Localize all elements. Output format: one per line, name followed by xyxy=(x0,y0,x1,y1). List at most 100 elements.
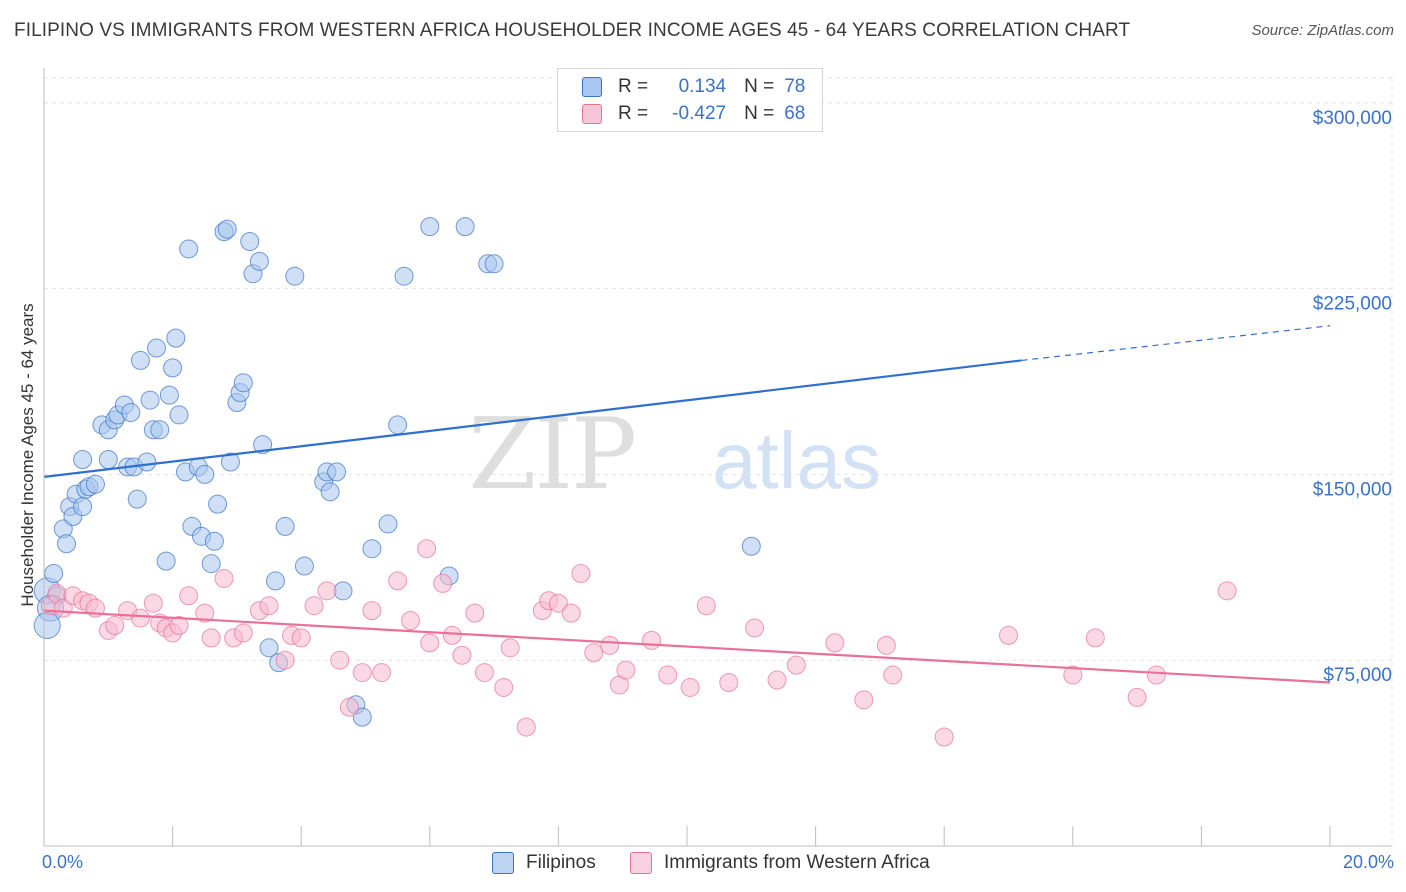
immigrant-point xyxy=(1127,687,1147,707)
immigrant-point xyxy=(786,655,806,675)
immigrant-point xyxy=(275,650,295,670)
immigrant-point xyxy=(291,628,311,648)
legend-r-label: R = xyxy=(618,76,649,97)
filipino-point xyxy=(233,373,253,393)
filipino-point xyxy=(163,358,183,378)
filipino-point xyxy=(259,638,279,658)
series-legend: Filipinos Immigrants from Western Africa xyxy=(0,852,1406,878)
filipino-point xyxy=(249,251,269,271)
y-tick-label: $150,000 xyxy=(1313,479,1392,500)
immigrant-point xyxy=(417,539,437,559)
immigrant-point xyxy=(1146,665,1166,685)
watermark-atlas: atlas xyxy=(712,416,881,505)
filipino-point xyxy=(140,390,160,410)
immigrant-point xyxy=(179,586,199,606)
x-tick-label-max: 20.0% xyxy=(1342,852,1394,872)
immigrant-trend-line xyxy=(43,609,1331,684)
filipino-point xyxy=(394,266,414,286)
filipino-point xyxy=(195,464,215,484)
immigrant-point xyxy=(548,593,568,613)
trend-layer xyxy=(43,325,1331,684)
immigrant-point xyxy=(143,593,163,613)
immigrant-point xyxy=(388,571,408,591)
legend-n-label: N = xyxy=(744,103,775,124)
y-tick-label: $225,000 xyxy=(1313,294,1392,315)
legend-row-filipinos: R = 0.134 N = 78 xyxy=(582,75,805,99)
immigrant-point xyxy=(642,630,662,650)
filipino-point xyxy=(137,452,157,472)
filipino-point xyxy=(420,217,440,237)
legend-label-filipinos: Filipinos xyxy=(526,852,596,873)
immigrant-point xyxy=(500,638,520,658)
immigrant-point xyxy=(1217,581,1237,601)
filipino-trend-line xyxy=(43,359,1022,478)
immigrant-point xyxy=(330,650,350,670)
legend-n-value: 78 xyxy=(784,76,806,97)
immigrant-point xyxy=(401,611,421,631)
filipino-point xyxy=(208,494,228,514)
legend-item-filipinos: Filipinos xyxy=(492,852,596,874)
immigrant-point xyxy=(105,616,125,636)
immigrant-point xyxy=(474,663,494,683)
immigrant-point xyxy=(696,596,716,616)
legend-item-immigrants: Immigrants from Western Africa xyxy=(630,852,930,874)
filipino-point xyxy=(166,328,186,348)
filipino-point xyxy=(320,482,340,502)
immigrant-point xyxy=(195,603,215,623)
x-tick-label-min: 0.0% xyxy=(42,852,84,872)
immigrant-point xyxy=(339,697,359,717)
filipino-point xyxy=(327,462,347,482)
filipino-point xyxy=(362,539,382,559)
filipino-point xyxy=(352,707,372,727)
filipino-point xyxy=(150,420,170,440)
filipino-point xyxy=(33,612,61,640)
immigrant-point xyxy=(1085,628,1105,648)
filipino-point xyxy=(220,452,240,472)
immigrant-point xyxy=(214,568,234,588)
filipino-point xyxy=(741,536,761,556)
filipino-point xyxy=(169,405,189,425)
immigrant-point xyxy=(201,628,221,648)
grid-layer xyxy=(44,77,1393,846)
immigrant-point xyxy=(680,677,700,697)
legend-n-label: N = xyxy=(744,76,775,97)
y-tick-label: $300,000 xyxy=(1313,108,1392,129)
legend-n-value: 68 xyxy=(784,103,806,124)
immigrant-point xyxy=(259,596,279,616)
filipino-point xyxy=(156,551,176,571)
immigrant-point xyxy=(233,623,253,643)
immigrant-point xyxy=(516,717,536,737)
legend-swatch-blue xyxy=(492,852,514,874)
legend-swatch-blue xyxy=(582,77,602,97)
source-label: Source: ZipAtlas.com xyxy=(1251,22,1394,39)
legend-r-value: 0.134 xyxy=(678,76,727,97)
filipino-point xyxy=(275,516,295,536)
watermark: ZIP atlas xyxy=(468,398,881,512)
immigrant-point xyxy=(719,672,739,692)
immigrant-point xyxy=(825,633,845,653)
legend-label-immigrants: Immigrants from Western Africa xyxy=(664,852,930,873)
immigrant-point xyxy=(561,603,581,623)
immigrant-point xyxy=(854,690,874,710)
filipino-point xyxy=(265,571,285,591)
legend-r-value: -0.427 xyxy=(672,103,727,124)
immigrant-point xyxy=(130,608,150,628)
filipino-point xyxy=(73,497,93,517)
immigrant-point xyxy=(494,677,514,697)
immigrant-point xyxy=(372,663,392,683)
immigrant-point xyxy=(317,581,337,601)
immigrant-point xyxy=(584,643,604,663)
legend-swatch-pink xyxy=(582,104,602,124)
immigrant-point xyxy=(876,635,896,655)
immigrant-point xyxy=(616,660,636,680)
filipino-point xyxy=(147,338,167,358)
immigrant-point xyxy=(658,665,678,685)
immigrant-point xyxy=(169,616,189,636)
filipino-point xyxy=(333,581,353,601)
legend-swatch-pink xyxy=(630,852,652,874)
immigrant-point xyxy=(745,618,765,638)
filipino-point xyxy=(73,450,93,470)
filipino-point xyxy=(121,402,141,422)
immigrant-point xyxy=(571,563,591,583)
